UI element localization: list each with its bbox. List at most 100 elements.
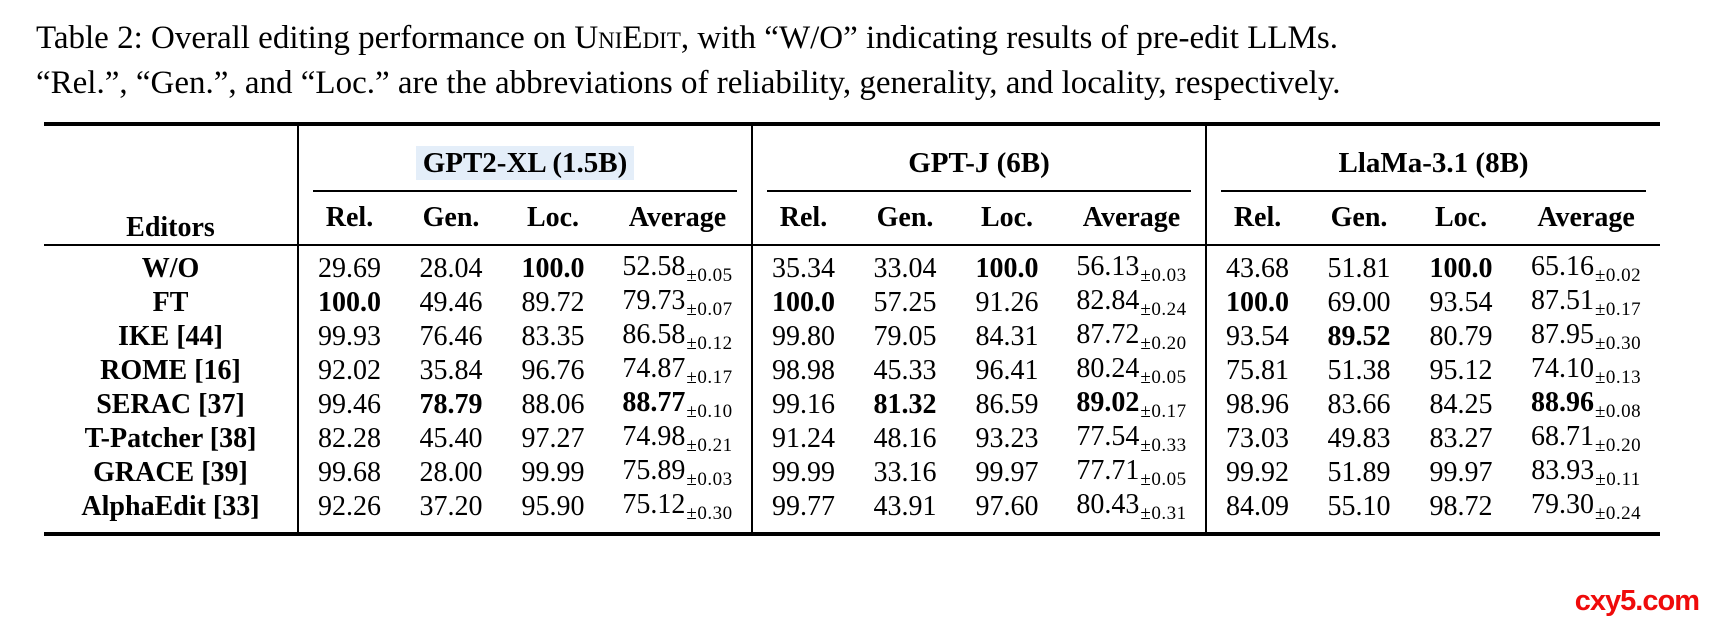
metric-cell-rel: 43.68 bbox=[1205, 245, 1309, 286]
metric-cell-gen: 28.00 bbox=[419, 457, 483, 488]
metric-cell-gen: 35.84 bbox=[419, 355, 483, 386]
average-stddev: ±0.05 bbox=[1140, 367, 1187, 388]
column-header-average: Average bbox=[1512, 192, 1661, 246]
average-value: 56.13 bbox=[1076, 251, 1140, 282]
model-group-label: GPT-J (6B) bbox=[908, 147, 1050, 179]
average-stddev: ±0.33 bbox=[1140, 435, 1187, 456]
metric-cell-loc: 88.06 bbox=[521, 389, 585, 420]
average-value: 89.02 bbox=[1076, 387, 1140, 418]
metric-cell-loc: 99.97 bbox=[975, 457, 1039, 488]
metric-cell-average: 75.89±0.03 bbox=[604, 456, 752, 490]
metric-cell-loc: 84.31 bbox=[975, 321, 1039, 352]
table-row: IKE [44] 99.93 76.46 83.35 86.58±0.12 99.80 79… bbox=[44, 320, 1660, 354]
metric-cell-rel: 84.09 bbox=[1205, 490, 1309, 534]
average-stddev: ±0.17 bbox=[1140, 401, 1187, 422]
metric-cell-rel: 91.24 bbox=[751, 422, 854, 456]
metric-cell-average: 83.93±0.11 bbox=[1512, 456, 1660, 490]
model-group-llama: LlaMa-3.1 (8B) bbox=[1205, 124, 1661, 192]
average-stddev: ±0.30 bbox=[1594, 333, 1642, 354]
average-value: 75.12 bbox=[622, 489, 686, 520]
editor-name: IKE [44] bbox=[118, 321, 223, 352]
caption-line-2: “Rel.”, “Gen.”, and “Loc.” are the abbre… bbox=[36, 61, 1340, 106]
metric-cell-average: 79.73±0.07 bbox=[604, 286, 752, 320]
metric-cell-gen: 51.38 bbox=[1327, 355, 1391, 386]
metric-cell-loc: 91.26 bbox=[975, 287, 1039, 318]
metric-cell-rel: 75.81 bbox=[1205, 354, 1309, 388]
metric-cell-rel: 99.92 bbox=[1205, 456, 1309, 490]
metric-cell-average: 68.71±0.20 bbox=[1512, 422, 1660, 456]
metric-cell-gen: 76.46 bbox=[419, 321, 483, 352]
metric-cell-loc: 83.35 bbox=[521, 321, 585, 352]
results-table: Editors GPT2-XL (1.5B) GPT-J (6B) LlaMa-… bbox=[44, 122, 1661, 536]
average-stddev: ±0.20 bbox=[1140, 333, 1187, 354]
metric-cell-loc: 98.72 bbox=[1429, 491, 1493, 522]
table-body: W/O 29.69 28.04 100.0 52.58±0.05 35.34 33.04 10… bbox=[44, 245, 1660, 534]
metric-cell-average: 74.87±0.17 bbox=[604, 354, 752, 388]
editor-name: T-Patcher [38] bbox=[84, 423, 257, 454]
average-value: 74.87 bbox=[622, 353, 686, 384]
average-stddev: ±0.11 bbox=[1595, 469, 1641, 490]
table-row: AlphaEdit [33] 92.26 37.20 95.90 75.12±0.30 9… bbox=[44, 490, 1660, 534]
average-stddev: ±0.05 bbox=[1140, 469, 1187, 490]
average-value: 68.71 bbox=[1530, 421, 1594, 452]
metric-cell-loc: 80.79 bbox=[1429, 321, 1493, 352]
metric-cell-loc: 89.72 bbox=[521, 287, 585, 318]
table-row: W/O 29.69 28.04 100.0 52.58±0.05 35.34 33.04 10… bbox=[44, 245, 1660, 286]
metric-cell-rel: 29.69 bbox=[297, 245, 400, 286]
average-stddev: ±0.20 bbox=[1594, 435, 1642, 456]
column-header-rel: Rel. bbox=[297, 192, 400, 246]
metric-cell-gen: 43.91 bbox=[873, 491, 937, 522]
average-stddev: ±0.31 bbox=[1140, 503, 1187, 524]
metric-cell-average: 82.84±0.24 bbox=[1058, 286, 1206, 320]
metric-cell-loc: 100.0 bbox=[521, 253, 585, 284]
metric-cell-gen: 33.04 bbox=[873, 253, 937, 284]
metric-cell-rel: 99.77 bbox=[751, 490, 854, 534]
caption-text: , with “W/O” indicating results of pre-e… bbox=[680, 20, 1338, 56]
metric-cell-gen: 69.00 bbox=[1327, 287, 1391, 318]
metric-cell-loc: 83.27 bbox=[1429, 423, 1493, 454]
metric-cell-rel: 99.16 bbox=[751, 388, 854, 422]
metric-cell-rel: 100.0 bbox=[751, 286, 854, 320]
metric-cell-loc: 96.76 bbox=[521, 355, 585, 386]
metric-cell-gen: 55.10 bbox=[1327, 491, 1391, 522]
average-stddev: ±0.08 bbox=[1594, 401, 1642, 422]
metric-cell-gen: 51.81 bbox=[1327, 253, 1391, 284]
average-stddev: ±0.12 bbox=[686, 333, 733, 354]
column-header-rel: Rel. bbox=[751, 192, 854, 246]
model-group-label: LlaMa-3.1 (8B) bbox=[1338, 147, 1529, 179]
table-row: T-Patcher [38] 82.28 45.40 97.27 74.98±0.21 9… bbox=[44, 422, 1660, 456]
table-caption: Table 2: Overall editing performance on … bbox=[36, 16, 1340, 106]
average-stddev: ±0.17 bbox=[686, 367, 733, 388]
metric-cell-loc: 86.59 bbox=[975, 389, 1039, 420]
average-stddev: ±0.02 bbox=[1594, 265, 1642, 286]
metric-cell-average: 86.58±0.12 bbox=[604, 320, 752, 354]
average-stddev: ±0.13 bbox=[1594, 367, 1642, 388]
editor-name: FT bbox=[152, 287, 189, 318]
editor-name: AlphaEdit [33] bbox=[81, 491, 260, 522]
metric-cell-rel: 92.26 bbox=[297, 490, 400, 534]
caption-text: “Rel.”, “Gen.”, and “Loc.” are the abbre… bbox=[36, 65, 1341, 101]
average-value: 52.58 bbox=[622, 251, 686, 282]
metric-cell-rel: 92.02 bbox=[297, 354, 400, 388]
metric-cell-loc: 95.12 bbox=[1429, 355, 1493, 386]
table-row: SERAC [37] 99.46 78.79 88.06 88.77±0.10 99.16… bbox=[44, 388, 1660, 422]
metric-cell-average: 77.71±0.05 bbox=[1058, 456, 1206, 490]
metric-cell-gen: 48.16 bbox=[873, 423, 937, 454]
average-value: 77.54 bbox=[1076, 421, 1140, 452]
metric-cell-average: 87.95±0.30 bbox=[1512, 320, 1660, 354]
metric-cell-rel: 99.68 bbox=[297, 456, 400, 490]
average-stddev: ±0.21 bbox=[686, 435, 733, 456]
metric-cell-rel: 99.46 bbox=[297, 388, 400, 422]
table-row: GRACE [39] 99.68 28.00 99.99 75.89±0.03 99.99… bbox=[44, 456, 1660, 490]
results-table-container: Editors GPT2-XL (1.5B) GPT-J (6B) LlaMa-… bbox=[44, 122, 1661, 536]
average-value: 87.51 bbox=[1530, 285, 1594, 316]
metric-cell-rel: 82.28 bbox=[297, 422, 400, 456]
metric-cell-gen: 45.33 bbox=[873, 355, 937, 386]
table-row: FT 100.0 49.46 89.72 79.73±0.07 100.0 57.25 91.… bbox=[44, 286, 1660, 320]
metric-cell-gen: 37.20 bbox=[419, 491, 483, 522]
metric-header-row: Rel. Gen. Loc. Average Rel. Gen. Loc. Av… bbox=[44, 192, 1661, 246]
metric-cell-gen: 83.66 bbox=[1327, 389, 1391, 420]
average-stddev: ±0.03 bbox=[686, 469, 733, 490]
model-group-gptj: GPT-J (6B) bbox=[750, 124, 1207, 192]
average-value: 77.71 bbox=[1076, 455, 1140, 486]
